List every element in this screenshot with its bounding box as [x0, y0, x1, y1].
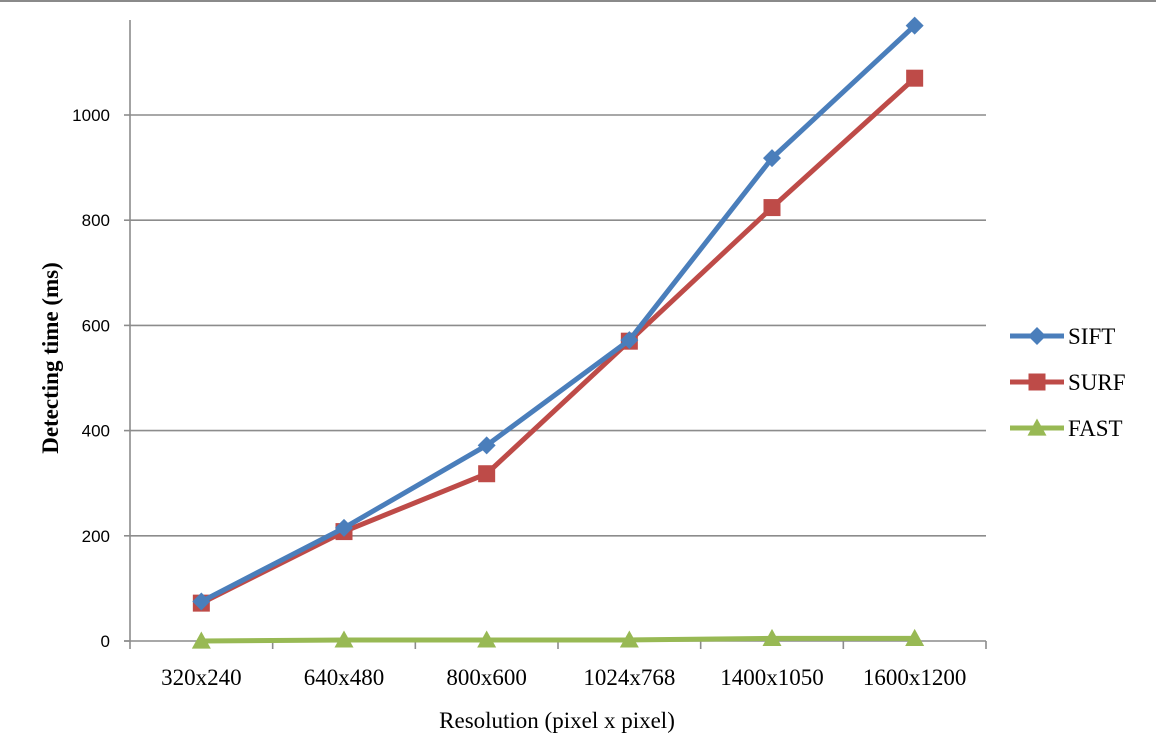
y-tick-label: 1000 [72, 106, 110, 125]
y-tick-label: 800 [82, 211, 110, 230]
x-tick-label: 320x240 [161, 665, 242, 690]
legend-marker-surf [1028, 373, 1046, 391]
data-point-sift [192, 592, 211, 611]
series-lines [191, 16, 925, 649]
x-tick-label: 640x480 [304, 665, 385, 690]
series-line-fast [198, 635, 918, 644]
x-tick-label: 1024x768 [583, 665, 675, 690]
data-point-sift [620, 331, 639, 350]
gridlines [130, 114, 986, 537]
legend-item-fast: FAST [1010, 416, 1123, 441]
axes: 0 200 400 600 800 1000 320x240 640x480 800x600 10… [72, 20, 987, 690]
legend-marker-sift [1028, 327, 1046, 345]
y-tick-label: 400 [82, 422, 110, 441]
series-fast [191, 628, 925, 649]
series-surf [192, 69, 924, 612]
x-tick-label: 1600x1200 [863, 665, 967, 690]
data-point-fast [477, 630, 497, 648]
data-point-surf [478, 465, 496, 483]
y-tick-label: 600 [82, 316, 110, 335]
legend-item-surf: SURF [1010, 370, 1126, 395]
legend-marker-fast [1027, 418, 1047, 436]
data-point-surf [763, 199, 781, 217]
data-point-fast [191, 631, 211, 649]
legend-label-sift: SIFT [1068, 324, 1115, 349]
y-axis-title: Detecting time (ms) [38, 262, 63, 454]
x-axis-title: Resolution (pixel x pixel) [439, 708, 675, 733]
x-tick-label: 1400x1050 [720, 665, 824, 690]
y-tick-label: 200 [82, 527, 110, 546]
series-sift [192, 16, 924, 611]
series-line-surf [198, 75, 918, 606]
data-point-fast [762, 628, 782, 646]
y-tick-label: 0 [101, 632, 110, 651]
legend-label-fast: FAST [1068, 416, 1123, 441]
series-line-sift [198, 23, 918, 605]
data-point-fast [619, 630, 639, 648]
data-point-fast [905, 628, 925, 646]
legend: SIFT SURF FAST [1010, 324, 1126, 441]
data-point-sift [335, 518, 353, 537]
data-point-sift [763, 149, 781, 168]
legend-label-surf: SURF [1068, 370, 1126, 395]
top-border [0, 0, 1156, 2]
data-point-sift [905, 16, 924, 35]
data-point-surf [906, 69, 924, 87]
data-point-fast [334, 630, 354, 648]
legend-item-sift: SIFT [1010, 324, 1115, 349]
x-tick-label: 800x600 [446, 665, 527, 690]
data-point-sift [477, 436, 496, 455]
